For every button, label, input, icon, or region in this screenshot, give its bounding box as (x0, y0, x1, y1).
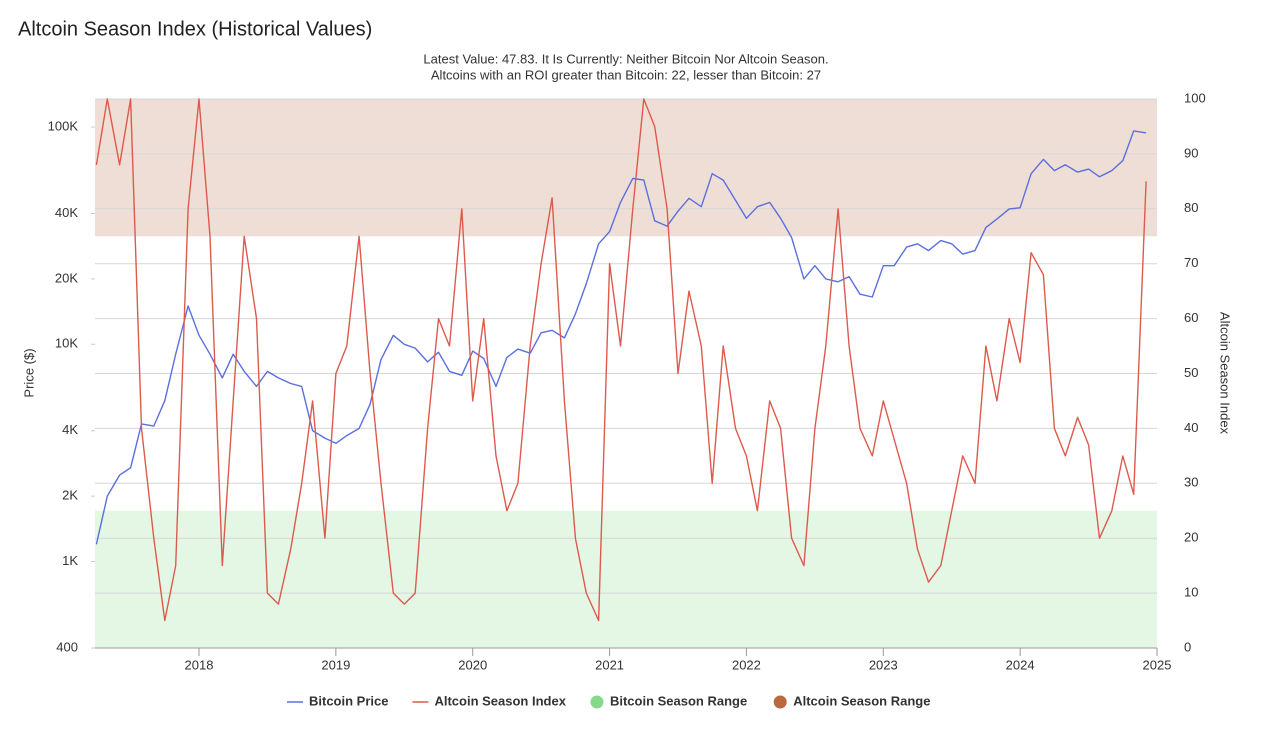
y-tick-label: 400 (56, 639, 78, 654)
plot-area (95, 98, 1157, 649)
legend-label: Altcoin Season Range (793, 693, 930, 708)
range-band (95, 99, 1157, 237)
x-tick-label: 2021 (595, 657, 624, 672)
y2-axis-label: Altcoin Season Index (1218, 312, 1233, 435)
x-tick-label: 2020 (458, 657, 487, 672)
legend-label: Altcoin Season Index (434, 693, 566, 708)
legend: Bitcoin Price Altcoin Season Index Bitcoin… (287, 693, 930, 709)
subtitle: Altcoins with an ROI greater than Bitcoi… (431, 67, 821, 82)
y2-tick-label: 100 (1184, 90, 1206, 105)
x-tick-label: 2019 (321, 657, 350, 672)
series-line (95, 98, 1147, 622)
x-tick-label: 2023 (869, 657, 898, 672)
x-tick-label: 2022 (732, 657, 761, 672)
range-band (95, 510, 1157, 648)
y2-tick-label: 70 (1184, 255, 1198, 270)
y2-tick-label: 10 (1184, 585, 1198, 600)
y2-tick-label: 90 (1184, 145, 1198, 160)
y-tick-label: 2K (62, 488, 78, 503)
y2-tick-label: 80 (1184, 200, 1198, 215)
y-tick-label: 40K (55, 205, 78, 220)
chart-title: Altcoin Season Index (Historical Values) (18, 18, 372, 40)
x-tick-label: 2024 (1006, 657, 1035, 672)
x-tick-label: 2025 (1143, 657, 1172, 672)
y2-tick-label: 40 (1184, 420, 1198, 435)
y2-tick-label: 50 (1184, 365, 1198, 380)
y-tick-label: 20K (55, 270, 78, 285)
y-tick-label: 1K (62, 553, 78, 568)
legend-label: Bitcoin Season Range (610, 693, 747, 708)
y2-tick-label: 0 (1184, 639, 1191, 654)
subtitle: Latest Value: 47.83. It Is Currently: Ne… (423, 51, 828, 66)
legend-label: Bitcoin Price (309, 693, 388, 708)
y2-tick-label: 60 (1184, 310, 1198, 325)
y-tick-label: 100K (48, 118, 79, 133)
x-tick-label: 2018 (185, 657, 214, 672)
series-line (95, 130, 1147, 545)
y-tick-label: 4K (62, 422, 78, 437)
y-tick-label: 10K (55, 336, 78, 351)
legend-swatch (773, 695, 787, 709)
legend-swatch (590, 695, 604, 709)
y2-tick-label: 30 (1184, 475, 1198, 490)
y2-tick-label: 20 (1184, 530, 1198, 545)
y-axis-label: Price ($) (21, 348, 36, 397)
